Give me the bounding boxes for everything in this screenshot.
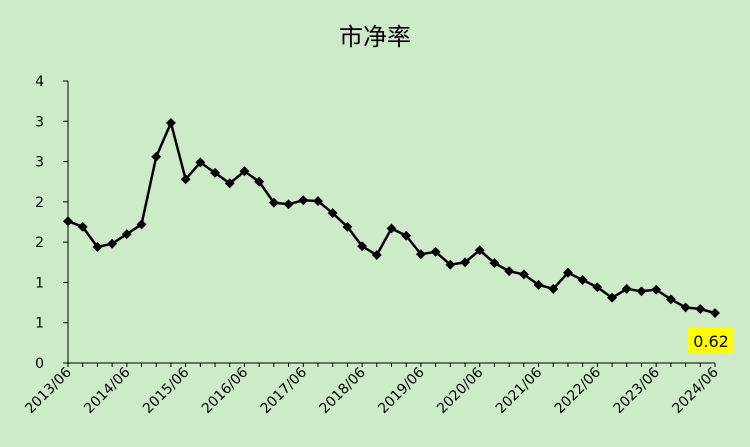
marker	[371, 250, 382, 260]
marker	[430, 246, 441, 257]
marker	[180, 174, 191, 185]
marker	[165, 117, 176, 128]
marker	[268, 197, 279, 208]
marker	[518, 269, 529, 280]
marker	[239, 166, 250, 177]
marker	[636, 286, 647, 297]
x-tick-label: 2024/06	[669, 364, 722, 417]
marker	[577, 275, 588, 285]
y-tick-label: 4	[35, 74, 44, 90]
marker	[665, 294, 676, 305]
line	[67, 119, 716, 315]
marker	[563, 267, 573, 278]
y-tick-label: 2	[35, 195, 44, 211]
x-tick-label: 2017/06	[258, 364, 311, 417]
marker	[283, 199, 294, 210]
marker	[621, 283, 632, 294]
marker	[474, 245, 485, 256]
marker	[121, 229, 132, 240]
marker	[504, 266, 515, 277]
x-tick-label: 2020/06	[434, 364, 487, 417]
x-tick-label: 2021/06	[493, 364, 546, 417]
marker	[592, 282, 603, 293]
x-tick-label: 2023/06	[611, 364, 664, 417]
marker	[489, 258, 500, 269]
x-tick-label: 2013/06	[22, 364, 75, 417]
marker	[224, 178, 235, 189]
y-tick-label: 0	[35, 356, 44, 372]
y-tick-label: 3	[35, 114, 44, 130]
value-label: 0.62	[693, 332, 729, 351]
marker	[680, 302, 691, 313]
marker	[548, 283, 559, 294]
marker	[607, 292, 618, 303]
x-tick-label: 2014/06	[81, 364, 134, 417]
x-tick-label: 2016/06	[199, 364, 252, 417]
marker	[92, 242, 103, 252]
marker	[77, 221, 88, 232]
chart-title: 市净率	[339, 23, 411, 51]
marker	[460, 257, 470, 268]
marker	[401, 230, 412, 241]
marker	[313, 196, 323, 207]
marker	[327, 208, 338, 219]
marker	[254, 176, 265, 187]
marker	[63, 216, 73, 227]
value-label-box	[688, 328, 734, 355]
x-tick-label: 2018/06	[316, 364, 369, 417]
marker	[651, 284, 662, 295]
y-tick-label: 1	[35, 275, 44, 291]
y-tick-label: 3	[35, 155, 44, 171]
marker	[386, 223, 397, 234]
x-tick-label: 2019/06	[375, 364, 428, 417]
marker	[342, 221, 353, 232]
marker	[298, 195, 309, 206]
marker	[107, 238, 118, 249]
marker	[195, 157, 206, 168]
marker	[445, 259, 456, 270]
y-tick-label: 2	[35, 235, 44, 251]
marker	[136, 219, 147, 230]
marker	[210, 167, 220, 178]
marker	[357, 241, 368, 252]
y-tick-label: 1	[35, 316, 44, 332]
marker	[710, 308, 720, 318]
marker	[695, 304, 706, 314]
marker	[533, 279, 544, 290]
x-tick-label: 2022/06	[552, 364, 605, 417]
x-tick-label: 2015/06	[140, 364, 193, 417]
marker	[415, 249, 426, 260]
marker	[151, 151, 162, 162]
